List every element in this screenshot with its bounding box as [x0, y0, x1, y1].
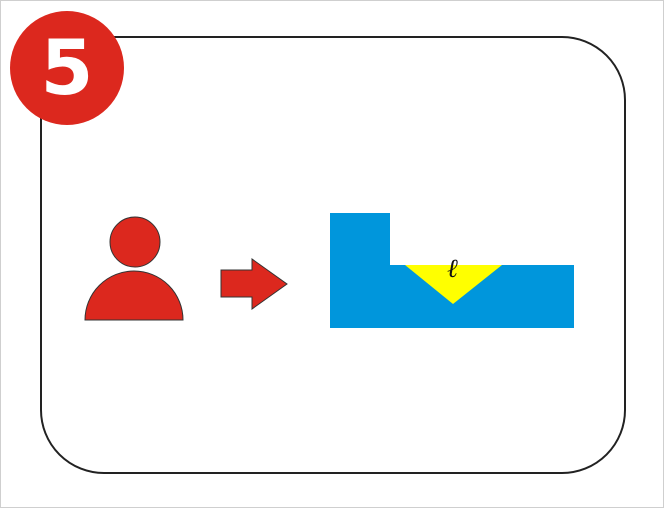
step-badge: 5 — [10, 11, 124, 125]
step-number: 5 — [40, 23, 94, 112]
arrow-right-icon — [220, 258, 288, 310]
l-shaped-block-icon: ℓ — [330, 213, 574, 328]
triangle-marker-icon — [405, 265, 502, 304]
block-glyph: ℓ — [447, 254, 458, 284]
person-icon — [84, 216, 184, 321]
